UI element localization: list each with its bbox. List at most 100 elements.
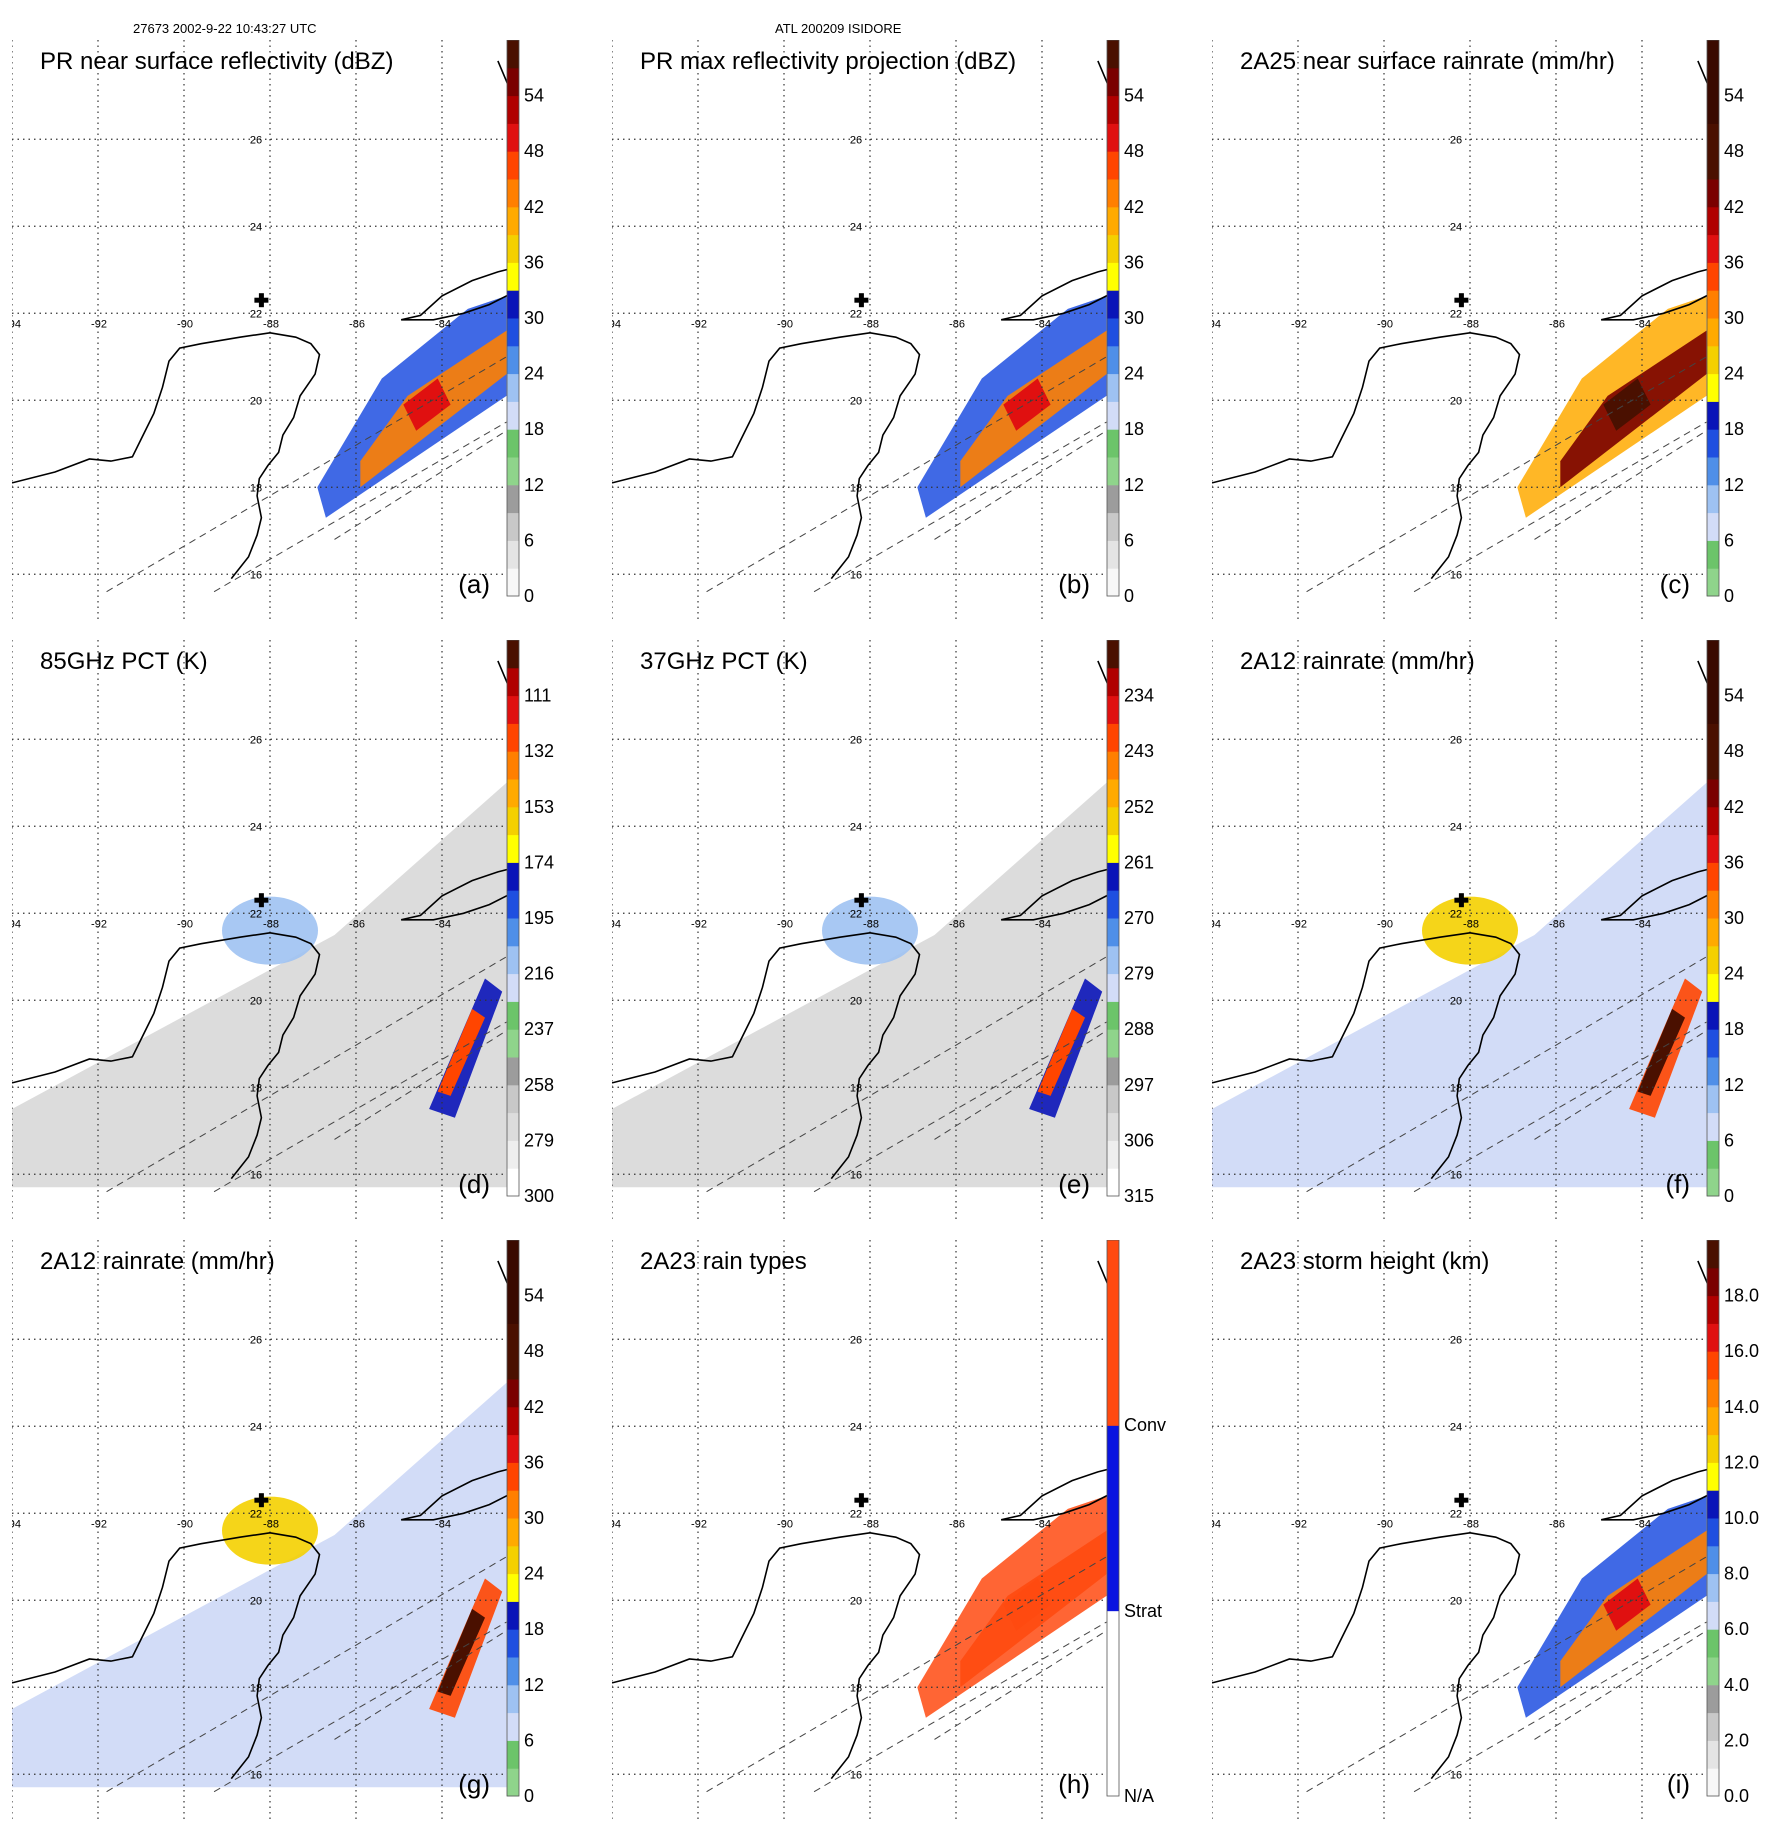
lon-label: -94 bbox=[612, 1518, 621, 1530]
lat-label: 18 bbox=[1450, 1082, 1462, 1094]
colorbar-swatch bbox=[1107, 1112, 1119, 1141]
colorbar-tick-label: Conv bbox=[1124, 1415, 1166, 1435]
lat-label: 22 bbox=[850, 908, 862, 920]
colorbar-tick-label: 24 bbox=[524, 364, 544, 384]
colorbar-swatch bbox=[1707, 1029, 1719, 1058]
lat-label: 24 bbox=[250, 1421, 262, 1433]
colorbar-swatch bbox=[507, 1768, 519, 1797]
colorbar-tick-label: 6 bbox=[524, 1730, 534, 1750]
colorbar-swatch bbox=[1107, 540, 1119, 569]
lon-label: -92 bbox=[691, 1518, 707, 1530]
lon-label: -92 bbox=[91, 918, 107, 930]
colorbar-tick-label: 2.0 bbox=[1724, 1730, 1749, 1750]
lat-label: 26 bbox=[1450, 1334, 1462, 1346]
colorbar-swatch bbox=[1707, 1518, 1719, 1547]
lat-label: 26 bbox=[850, 134, 862, 146]
map-plot: -94 -92 -90 -88 -86 -84 26 24 22 20 18 16 bbox=[12, 640, 512, 1220]
lon-label: -88 bbox=[1463, 318, 1479, 330]
panel-title: 2A12 rainrate (mm/hr) bbox=[1240, 648, 1475, 675]
panel-title: 2A23 rain types bbox=[640, 1248, 807, 1275]
lon-label: -92 bbox=[691, 918, 707, 930]
colorbar-swatch bbox=[507, 318, 519, 347]
lat-lon-grid bbox=[612, 640, 1112, 1220]
colorbar-swatch bbox=[507, 806, 519, 836]
colorbar-swatch bbox=[507, 695, 519, 724]
colorbar: N/A Strat Conv bbox=[1102, 1239, 1172, 1820]
colorbar-swatch bbox=[1707, 1434, 1719, 1463]
colorbar-tick-label: 6 bbox=[1724, 1130, 1734, 1150]
colorbar-swatch bbox=[507, 123, 519, 152]
colorbar-swatch bbox=[507, 179, 519, 208]
colorbar-swatch bbox=[507, 1240, 519, 1269]
colorbar-swatch bbox=[1707, 1112, 1719, 1141]
colorbar-swatch bbox=[1107, 751, 1119, 780]
lon-label: -84 bbox=[1035, 318, 1051, 330]
colorbar-swatch bbox=[1107, 484, 1119, 514]
lon-label: -88 bbox=[263, 318, 279, 330]
panel-letter: (d) bbox=[458, 1169, 490, 1199]
colorbar-tick-label: 234 bbox=[1124, 686, 1154, 706]
lon-label: -94 bbox=[12, 318, 21, 330]
lat-label: 24 bbox=[1450, 1421, 1462, 1433]
colorbar-tick-label: 54 bbox=[1124, 86, 1144, 106]
colorbar-tick-label: 54 bbox=[1724, 686, 1744, 706]
lat-label: 24 bbox=[250, 221, 262, 233]
colorbar-swatch bbox=[1107, 640, 1119, 669]
lon-label: -86 bbox=[349, 318, 365, 330]
colorbar-tick-label: 18 bbox=[524, 419, 544, 439]
colorbar-tick-label: 6 bbox=[1724, 530, 1734, 550]
colorbar-swatch bbox=[1107, 1057, 1119, 1086]
panel-c: -94 -92 -90 -88 -86 -84 26 24 22 20 18 16 2A25 near… bbox=[1212, 39, 1771, 620]
lat-label: 18 bbox=[850, 1682, 862, 1694]
colorbar-swatch bbox=[507, 890, 519, 919]
colorbar-swatch bbox=[1707, 484, 1719, 514]
colorbar-tick-label: 300 bbox=[524, 1186, 554, 1206]
swath-edges bbox=[1306, 1556, 1707, 1793]
colorbar-tick-label: 279 bbox=[1124, 964, 1154, 984]
colorbar-swatch bbox=[1707, 1406, 1719, 1436]
colorbar-swatch bbox=[507, 1029, 519, 1058]
rain-field bbox=[1517, 295, 1707, 518]
lon-label: -88 bbox=[1463, 1518, 1479, 1530]
lat-label: 22 bbox=[1450, 908, 1462, 920]
colorbar-swatch bbox=[507, 862, 519, 891]
storm-center-marker bbox=[854, 1493, 869, 1508]
axis-labels: -94 -92 -90 -88 -86 -84 26 24 22 20 18 16 bbox=[612, 1334, 1051, 1781]
lon-label: -92 bbox=[1291, 1518, 1307, 1530]
lat-label: 26 bbox=[1450, 134, 1462, 146]
lon-label: -88 bbox=[863, 1518, 879, 1530]
colorbar-swatch bbox=[507, 1462, 519, 1491]
colorbar-tick-label: 48 bbox=[1724, 141, 1744, 161]
lat-label: 26 bbox=[850, 734, 862, 746]
colorbar-tick-label: 54 bbox=[524, 1286, 544, 1306]
colorbar-tick-label: 36 bbox=[1124, 252, 1144, 272]
colorbar-tick-label: 48 bbox=[524, 141, 544, 161]
colorbar-swatch bbox=[1107, 568, 1119, 597]
rain-field bbox=[917, 1495, 1107, 1718]
colorbar: 315 306 297 288 279 270 261 252 243 234 bbox=[1102, 639, 1172, 1220]
lat-label: 18 bbox=[250, 482, 262, 494]
colorbar-swatch bbox=[1107, 779, 1119, 808]
colorbar-tick-label: 279 bbox=[524, 1130, 554, 1150]
lat-lon-grid bbox=[12, 640, 512, 1220]
colorbar-swatch bbox=[1107, 95, 1119, 124]
lon-label: -90 bbox=[177, 318, 193, 330]
colorbar-tick-label: 174 bbox=[524, 852, 554, 872]
colorbar-tick-label: 14.0 bbox=[1724, 1397, 1759, 1417]
colorbar-swatch bbox=[1707, 1379, 1719, 1408]
colorbar-tick-label: 30 bbox=[1724, 908, 1744, 928]
colorbar-swatch bbox=[1707, 1768, 1719, 1797]
panel-title: 2A23 storm height (km) bbox=[1240, 1248, 1490, 1275]
colorbar-swatch bbox=[507, 1379, 519, 1408]
map-plot: -94 -92 -90 -88 -86 -84 26 24 22 20 18 16 bbox=[1212, 40, 1712, 620]
colorbar-swatch bbox=[1707, 568, 1719, 597]
colorbar-swatch bbox=[507, 640, 519, 669]
lat-label: 16 bbox=[1450, 569, 1462, 581]
colorbar: 0 6 12 18 24 30 36 42 48 54 bbox=[1702, 639, 1771, 1220]
colorbar: 0 6 12 18 24 30 36 42 48 54 bbox=[1102, 39, 1172, 620]
lat-label: 24 bbox=[850, 221, 862, 233]
colorbar-swatch bbox=[507, 751, 519, 780]
colorbar-swatch bbox=[507, 290, 519, 319]
colorbar-swatch bbox=[507, 345, 519, 375]
lat-label: 18 bbox=[850, 482, 862, 494]
